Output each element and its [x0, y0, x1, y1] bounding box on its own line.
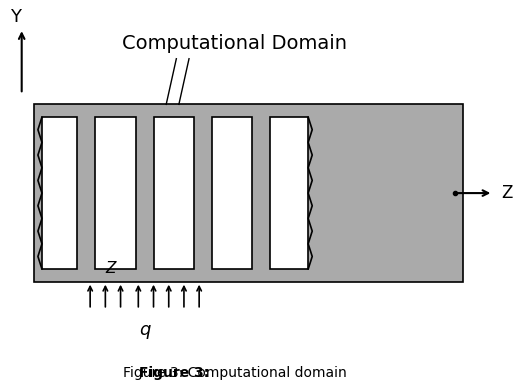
FancyBboxPatch shape [34, 104, 463, 282]
Text: Figure 3:: Figure 3: [139, 366, 210, 380]
Bar [212, 117, 252, 269]
Text: Y: Y [10, 8, 21, 26]
Bar [153, 117, 194, 269]
Text: Figure 3: Computational domain: Figure 3: Computational domain [123, 366, 346, 380]
Text: Z: Z [105, 261, 115, 276]
Bar [270, 117, 308, 269]
Bar [95, 117, 136, 269]
Text: Computational Domain: Computational Domain [122, 34, 347, 53]
Text: $q$: $q$ [138, 323, 151, 341]
Text: Z: Z [501, 184, 512, 202]
Bar [42, 117, 77, 269]
